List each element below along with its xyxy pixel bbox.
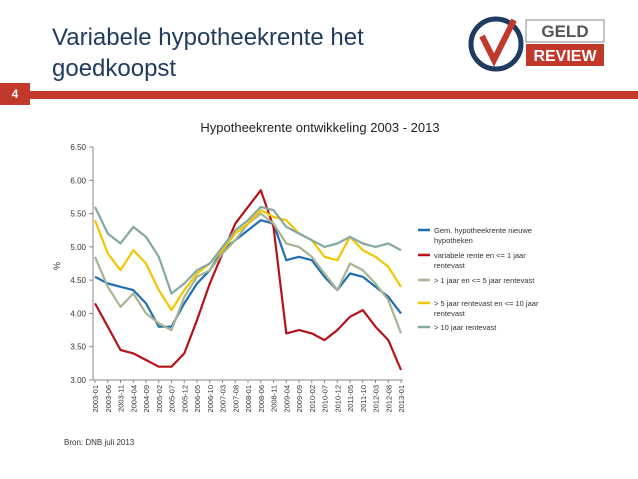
legend-label-2: variabele rente en <= 1 jaar bbox=[434, 251, 526, 260]
x-tick-label: 2010-12 bbox=[333, 385, 342, 413]
y-tick-label: 6.50 bbox=[70, 143, 86, 152]
x-tick-label: 2009-04 bbox=[282, 385, 291, 413]
logo-text-top: GELD bbox=[541, 22, 588, 41]
x-tick-label: 2009-09 bbox=[295, 385, 304, 413]
y-tick-label: 3.50 bbox=[70, 343, 86, 352]
source-note: Bron: DNB juli 2013 bbox=[64, 438, 135, 447]
geld-review-logo: GELD REVIEW bbox=[468, 12, 616, 76]
x-tick-label: 2007-03 bbox=[219, 385, 228, 413]
y-tick-label: 6.00 bbox=[70, 176, 86, 185]
y-tick-label: 5.00 bbox=[70, 243, 86, 252]
x-tick-label: 2007-08 bbox=[231, 385, 240, 413]
x-tick-label: 2005-07 bbox=[168, 385, 177, 413]
x-tick-label: 2011-05 bbox=[346, 385, 355, 412]
x-tick-label: 2010-02 bbox=[308, 385, 317, 413]
series-line-2 bbox=[94, 189, 403, 371]
title-underline-bar bbox=[0, 91, 638, 99]
legend-label-4: rentevast bbox=[434, 309, 466, 318]
legend-label-1: Gem. hypotheekrente nieuwe bbox=[434, 226, 532, 235]
y-tick-label: 4.00 bbox=[70, 309, 86, 318]
x-tick-label: 2006-10 bbox=[206, 385, 215, 413]
x-tick-label: 2005-12 bbox=[180, 385, 189, 413]
legend-label-5: > 10 jaar rentevast bbox=[434, 323, 497, 332]
y-axis-label: % bbox=[52, 262, 62, 270]
x-tick-label: 2008-11 bbox=[270, 385, 279, 412]
y-tick-label: 5.50 bbox=[70, 210, 86, 219]
x-tick-label: 2004-04 bbox=[129, 385, 138, 413]
logo-check-icon bbox=[479, 18, 517, 67]
legend-label-3: > 1 jaar en <= 5 jaar rentevast bbox=[434, 276, 535, 285]
logo-text-bottom: REVIEW bbox=[533, 48, 597, 65]
x-tick-label: 2013-01 bbox=[397, 385, 406, 413]
y-tick-label: 3.00 bbox=[70, 376, 86, 385]
x-tick-label: 2010-07 bbox=[321, 385, 330, 413]
x-tick-label: 2008-01 bbox=[244, 385, 253, 413]
x-tick-label: 2005-02 bbox=[155, 385, 164, 413]
x-tick-label: 2004-09 bbox=[142, 385, 151, 413]
legend-label-4: > 5 jaar rentevast en <= 10 jaar bbox=[434, 299, 539, 308]
x-tick-label: 2008-06 bbox=[257, 385, 266, 413]
series-line-5 bbox=[94, 205, 402, 295]
slide-title: Variabele hypotheekrente het goedkoopst bbox=[52, 24, 364, 82]
x-tick-label: 2003-11 bbox=[117, 385, 126, 412]
x-tick-label: 2003-01 bbox=[91, 385, 100, 413]
x-tick-label: 2011-10 bbox=[359, 385, 368, 412]
series-line-1 bbox=[94, 219, 402, 328]
x-tick-label: 2012-08 bbox=[384, 385, 393, 413]
x-tick-label: 2006-05 bbox=[193, 385, 202, 413]
legend-label-1: hypotheken bbox=[434, 236, 473, 245]
x-tick-label: 2003-06 bbox=[104, 385, 113, 413]
y-tick-label: 4.50 bbox=[70, 276, 86, 285]
slide-number: 4 bbox=[0, 83, 30, 105]
x-tick-label: 2012-03 bbox=[372, 385, 381, 413]
chart-title: Hypotheekrente ontwikkeling 2003 - 2013 bbox=[200, 120, 440, 135]
legend-label-2: rentevast bbox=[434, 261, 466, 270]
